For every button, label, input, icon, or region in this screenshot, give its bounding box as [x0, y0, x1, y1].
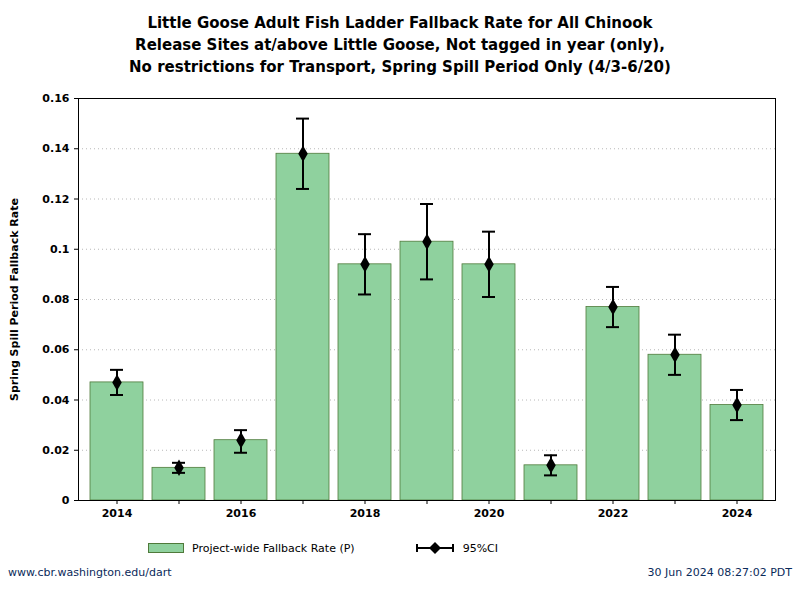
html-text:30 Jun 2024 08:27:02 PDT: 30 Jun 2024 08:27:02 PDT [647, 566, 792, 579]
html-text:95%CI: 95%CI [462, 541, 498, 555]
html-text:www.cbr.washington.edu/dart: www.cbr.washington.edu/dart [8, 566, 172, 579]
html-text:No restrictions for Transport,: No restrictions for Transport, Spring Sp… [129, 58, 671, 76]
svg-text:0.12: 0.12 [42, 193, 69, 206]
svg-text:2022: 2022 [598, 507, 629, 520]
html-text:Project-wide Fallback Rate (P): Project-wide Fallback Rate (P) [192, 541, 355, 555]
svg-text:Spring Spill Period Fallback R: Spring Spill Period Fallback Rate [8, 198, 21, 401]
html-text:Release Sites at/above Little: Release Sites at/above Little Goose, Not… [135, 36, 665, 54]
svg-text:0.04: 0.04 [42, 394, 69, 407]
svg-text:0.14: 0.14 [42, 142, 69, 155]
svg-text:2020: 2020 [474, 507, 505, 520]
svg-text:0: 0 [62, 494, 70, 507]
svg-text:2014: 2014 [102, 507, 133, 520]
svg-text:2018: 2018 [350, 507, 381, 520]
svg-text:0.16: 0.16 [42, 92, 69, 105]
svg-text:2024: 2024 [722, 507, 753, 520]
svg-text:0.02: 0.02 [42, 444, 69, 457]
html-text:Little Goose Adult Fish Ladder: Little Goose Adult Fish Ladder Fallback … [147, 14, 653, 32]
svg-text:0.1: 0.1 [50, 243, 70, 256]
svg-text:0.08: 0.08 [42, 293, 69, 306]
svg-text:2016: 2016 [226, 507, 257, 520]
svg-text:0.06: 0.06 [42, 343, 69, 356]
